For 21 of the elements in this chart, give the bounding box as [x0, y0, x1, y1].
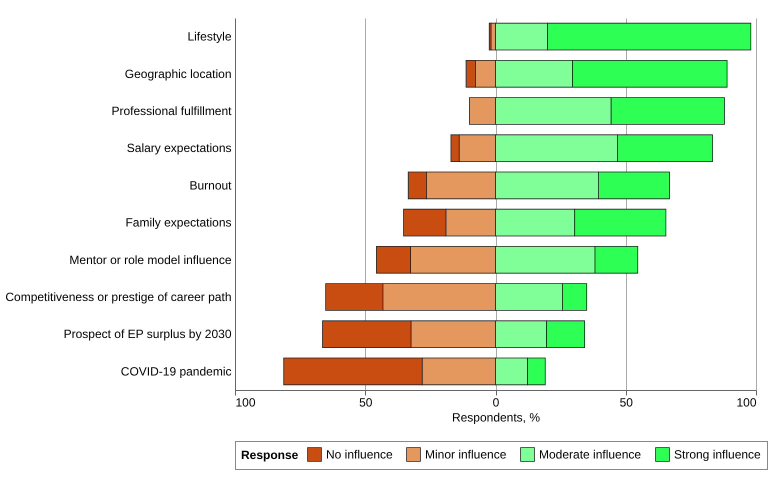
x-tick-label: 100	[236, 396, 256, 410]
y-tick-label: Geographic location	[124, 66, 232, 81]
x-tick-label: 50	[359, 396, 373, 410]
y-tick-label: COVID-19 pandemic	[120, 364, 232, 378]
y-tick-label: Mentor or role model influence	[69, 252, 232, 267]
x-axis-title: Respondents, %	[452, 410, 540, 424]
legend-label: Minor influence	[425, 448, 507, 462]
y-tick-label: Prospect of EP surplus by 2030	[64, 327, 232, 342]
y-tick-label: Professional fulfillment	[111, 104, 232, 118]
legend-label: Moderate influence	[539, 448, 642, 462]
y-tick-label: Salary expectations	[126, 141, 232, 156]
x-tick-label: 0	[492, 396, 500, 410]
legend-label: No influence	[326, 448, 394, 462]
legend-label: Strong influence	[674, 448, 762, 462]
y-tick-label: Burnout	[189, 178, 232, 192]
x-tick-label: 100	[736, 396, 757, 410]
y-tick-label: Family expectations	[125, 216, 232, 230]
y-tick-label: Competitiveness or prestige of career path	[5, 290, 232, 304]
legend-title: Response	[241, 448, 299, 462]
x-tick-label: 50	[620, 396, 634, 410]
y-tick-label: Lifestyle	[187, 30, 232, 44]
